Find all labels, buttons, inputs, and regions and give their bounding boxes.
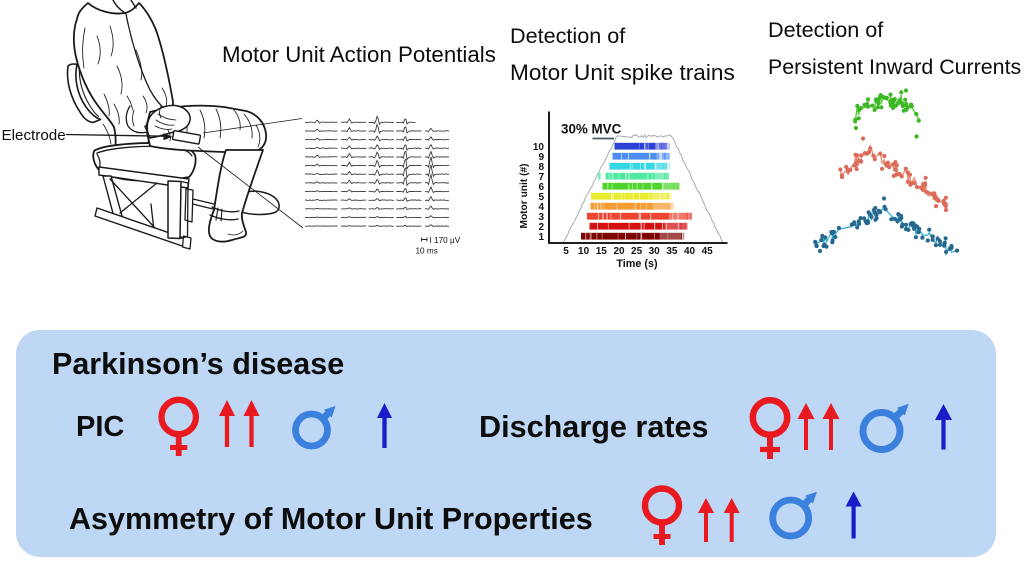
svg-text:10: 10 <box>578 246 590 257</box>
svg-text:30: 30 <box>649 246 661 257</box>
svg-text:6: 6 <box>538 182 544 193</box>
svg-text:20: 20 <box>613 246 625 257</box>
svg-text:25: 25 <box>631 246 643 257</box>
svg-text:5: 5 <box>563 246 569 257</box>
svg-text:7: 7 <box>538 172 544 183</box>
svg-text:I 170 µV: I 170 µV <box>430 236 461 245</box>
svg-text:15: 15 <box>596 246 608 257</box>
svg-text:Time (s): Time (s) <box>616 258 658 270</box>
svg-text:10 ms: 10 ms <box>416 247 438 256</box>
svg-text:10: 10 <box>533 142 545 153</box>
svg-text:Motor unit (#): Motor unit (#) <box>519 163 530 228</box>
svg-text:5: 5 <box>538 192 544 203</box>
svg-text:9: 9 <box>538 152 544 163</box>
svg-text:45: 45 <box>702 246 714 257</box>
svg-text:8: 8 <box>538 162 544 173</box>
svg-text:2: 2 <box>538 222 544 233</box>
svg-text:4: 4 <box>538 202 544 213</box>
svg-text:3: 3 <box>538 212 544 223</box>
svg-text:1: 1 <box>538 232 544 243</box>
svg-text:35: 35 <box>666 246 678 257</box>
svg-text:40: 40 <box>684 246 696 257</box>
svg-text:30% MVC: 30% MVC <box>561 122 622 137</box>
